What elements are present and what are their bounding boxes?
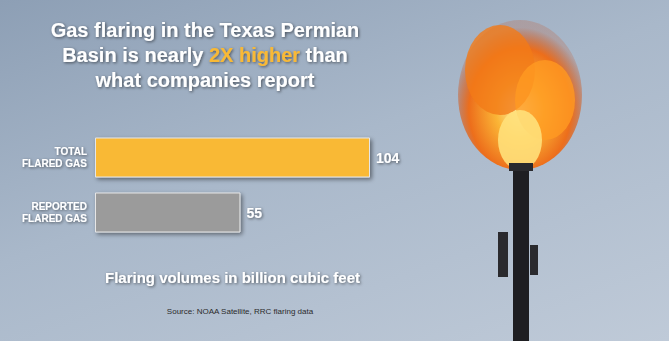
svg-text:Gas flaring in the Texas Permi: Gas flaring in the Texas Permian xyxy=(51,19,360,41)
svg-text:FLARED GAS: FLARED GAS xyxy=(22,158,87,169)
svg-text:than: than xyxy=(300,44,348,66)
svg-text:Flaring volumes in billion cub: Flaring volumes in billion cubic feet xyxy=(105,269,360,286)
svg-text:REPORTED: REPORTED xyxy=(31,201,87,212)
svg-text:what companies report: what companies report xyxy=(95,69,315,91)
svg-text:Basin is nearly: Basin is nearly xyxy=(62,44,209,66)
svg-text:FLARED GAS: FLARED GAS xyxy=(22,213,87,224)
svg-text:55: 55 xyxy=(246,205,262,221)
svg-text:TOTAL: TOTAL xyxy=(55,146,87,157)
svg-text:2X higher: 2X higher xyxy=(209,44,300,66)
svg-text:104: 104 xyxy=(376,150,400,166)
svg-text:Source: NOAA Satellite, RRC fl: Source: NOAA Satellite, RRC flaring data xyxy=(167,307,314,316)
